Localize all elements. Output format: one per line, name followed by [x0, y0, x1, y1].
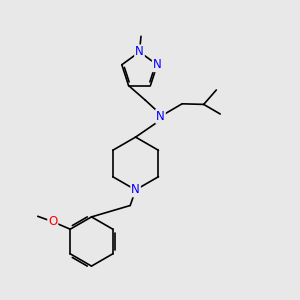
Text: N: N	[153, 58, 162, 71]
Text: N: N	[156, 110, 165, 123]
Text: N: N	[131, 183, 140, 196]
Text: N: N	[135, 45, 144, 58]
Text: O: O	[48, 214, 57, 228]
